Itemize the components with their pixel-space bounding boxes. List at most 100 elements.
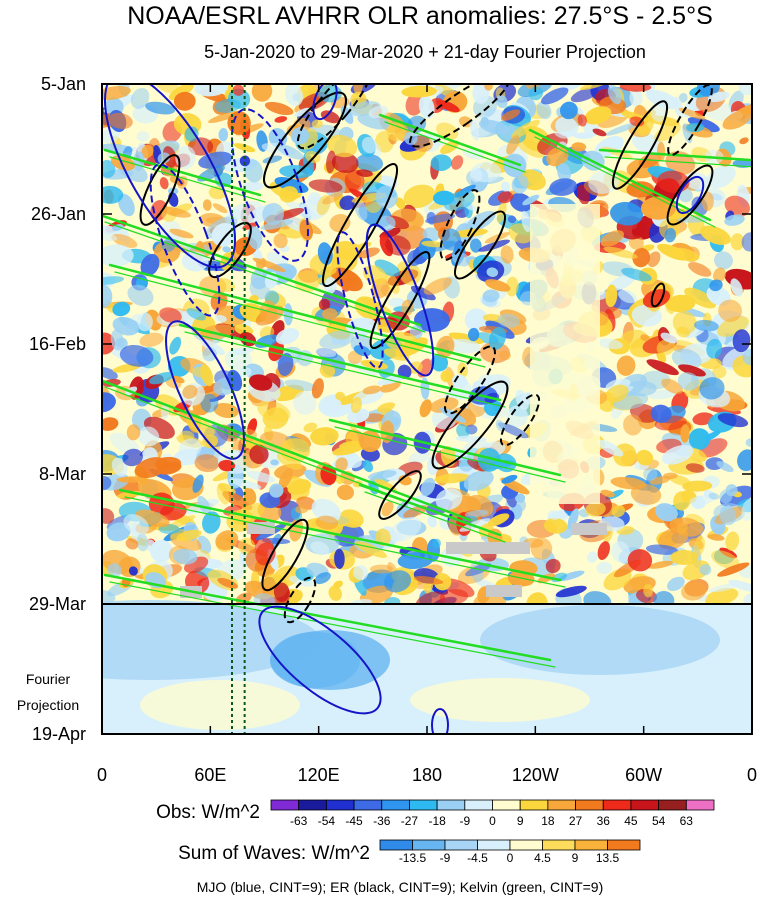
olr-anomaly-cell xyxy=(495,94,508,109)
olr-anomaly-cell xyxy=(421,240,443,248)
olr-anomaly-cell xyxy=(214,314,227,323)
waves-colorbar: -13.5 -9 -4.5 0 4.5 9 13.5 xyxy=(379,839,641,865)
olr-anomaly-cell xyxy=(419,399,432,418)
olr-anomaly-cell xyxy=(397,552,433,569)
olr-anomaly-cell xyxy=(273,233,288,249)
olr-anomaly-cell xyxy=(587,551,598,563)
olr-anomaly-cell xyxy=(270,459,279,466)
olr-anomaly-cell xyxy=(629,116,645,127)
olr-anomaly-cell xyxy=(339,195,356,211)
kelvin-contour xyxy=(178,323,502,402)
olr-anomaly-cell xyxy=(730,233,745,251)
colorbar-swatch xyxy=(477,839,511,851)
colorbar-tick-label: -54 xyxy=(318,814,336,828)
olr-anomaly-cell xyxy=(319,330,355,350)
olr-anomaly-cell xyxy=(255,542,276,566)
olr-anomaly-cell xyxy=(443,190,475,211)
olr-anomaly-cell xyxy=(141,144,154,159)
olr-anomaly-cell xyxy=(500,245,514,264)
olr-anomaly-cell xyxy=(663,472,678,480)
mjo-contour xyxy=(312,84,338,121)
olr-anomaly-cell xyxy=(361,297,392,315)
olr-anomaly-cell xyxy=(505,276,519,297)
olr-anomaly-cell xyxy=(264,101,294,116)
olr-anomaly-cell xyxy=(707,534,725,541)
olr-anomaly-cell xyxy=(262,155,283,164)
olr-anomaly-cell xyxy=(262,202,284,226)
olr-anomaly-cell xyxy=(110,329,124,351)
olr-anomaly-cell xyxy=(318,298,331,311)
olr-anomaly-cell xyxy=(161,206,191,218)
olr-anomaly-cell xyxy=(669,517,704,537)
olr-anomaly-cell xyxy=(335,457,348,472)
olr-anomaly-cell xyxy=(268,339,284,362)
olr-anomaly-cell xyxy=(295,505,309,514)
x-tick-label: 0 xyxy=(747,765,757,785)
obs-anomaly-field xyxy=(102,84,752,616)
olr-anomaly-cell xyxy=(486,267,499,278)
olr-anomaly-cell xyxy=(102,417,119,431)
missing-data-block xyxy=(247,522,275,534)
olr-anomaly-cell xyxy=(192,474,204,493)
olr-anomaly-cell xyxy=(159,177,169,190)
olr-anomaly-cell xyxy=(463,470,494,492)
olr-anomaly-cell xyxy=(188,137,214,156)
olr-anomaly-cell xyxy=(667,576,685,592)
olr-anomaly-cell xyxy=(356,169,373,177)
olr-anomaly-cell xyxy=(409,361,423,374)
olr-anomaly-cell xyxy=(571,142,587,152)
olr-anomaly-cell xyxy=(678,188,693,203)
olr-anomaly-cell xyxy=(362,385,382,395)
olr-anomaly-cell xyxy=(126,424,141,441)
olr-anomaly-cell xyxy=(383,570,412,593)
colorbar-swatch xyxy=(436,799,466,811)
olr-anomaly-cell xyxy=(688,262,712,277)
colorbar-swatch xyxy=(379,839,413,851)
olr-anomaly-cell xyxy=(385,235,411,256)
olr-anomaly-cell xyxy=(676,326,690,338)
projection-field xyxy=(102,600,752,734)
olr-anomaly-cell xyxy=(528,86,544,101)
olr-anomaly-cell xyxy=(123,514,149,535)
colorbar-tick-label: 45 xyxy=(624,814,638,828)
olr-anomaly-cell xyxy=(725,531,740,551)
plot-area xyxy=(102,84,752,734)
olr-anomaly-cell xyxy=(451,155,464,170)
olr-anomaly-cell xyxy=(401,299,414,316)
olr-anomaly-cell xyxy=(694,319,719,332)
olr-anomaly-cell xyxy=(656,141,666,162)
olr-anomaly-cell xyxy=(688,428,711,450)
olr-anomaly-cell xyxy=(202,347,217,362)
olr-anomaly-cell xyxy=(268,128,288,148)
olr-anomaly-cell xyxy=(135,509,170,528)
olr-anomaly-cell xyxy=(274,116,288,123)
olr-anomaly-cell xyxy=(331,152,359,173)
olr-anomaly-cell xyxy=(567,508,579,530)
olr-anomaly-cell xyxy=(597,439,624,457)
olr-anomaly-cell xyxy=(685,463,705,473)
olr-anomaly-cell xyxy=(112,301,131,317)
olr-anomaly-cell xyxy=(469,238,482,253)
olr-anomaly-cell xyxy=(464,509,489,518)
olr-anomaly-cell xyxy=(200,393,219,413)
kelvin-contour xyxy=(102,379,472,522)
chart-subtitle: 5-Jan-2020 to 29-Mar-2020 + 21-day Fouri… xyxy=(204,42,646,62)
kelvin-contour xyxy=(328,418,562,477)
olr-anomaly-cell xyxy=(233,143,256,153)
olr-anomaly-cell xyxy=(647,251,661,268)
olr-anomaly-cell xyxy=(389,517,422,542)
olr-anomaly-cell xyxy=(191,366,212,378)
olr-anomaly-cell xyxy=(197,535,212,554)
olr-anomaly-cell xyxy=(125,538,139,550)
olr-anomaly-cell xyxy=(640,334,650,342)
olr-anomaly-cell xyxy=(500,181,511,192)
olr-anomaly-cell xyxy=(714,251,733,270)
kelvin-contours xyxy=(102,113,752,668)
olr-anomaly-cell xyxy=(293,391,317,415)
colorbar-tick-label: -4.5 xyxy=(467,851,488,865)
olr-anomaly-cell xyxy=(724,214,745,226)
olr-anomaly-cell xyxy=(102,244,134,267)
colorbar-tick-label: 9 xyxy=(517,814,524,828)
olr-anomaly-cell xyxy=(678,93,688,103)
olr-anomaly-cell xyxy=(232,84,245,96)
